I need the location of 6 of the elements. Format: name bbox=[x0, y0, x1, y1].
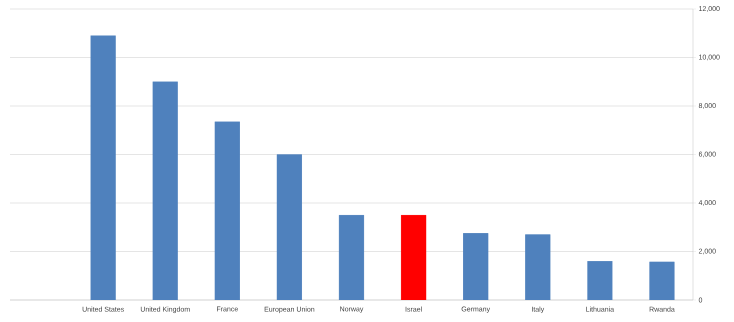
bar bbox=[276, 154, 302, 300]
bar bbox=[90, 35, 116, 300]
bar bbox=[525, 234, 550, 300]
bar bbox=[463, 233, 488, 300]
bar bbox=[400, 214, 426, 300]
bar bbox=[338, 214, 364, 300]
